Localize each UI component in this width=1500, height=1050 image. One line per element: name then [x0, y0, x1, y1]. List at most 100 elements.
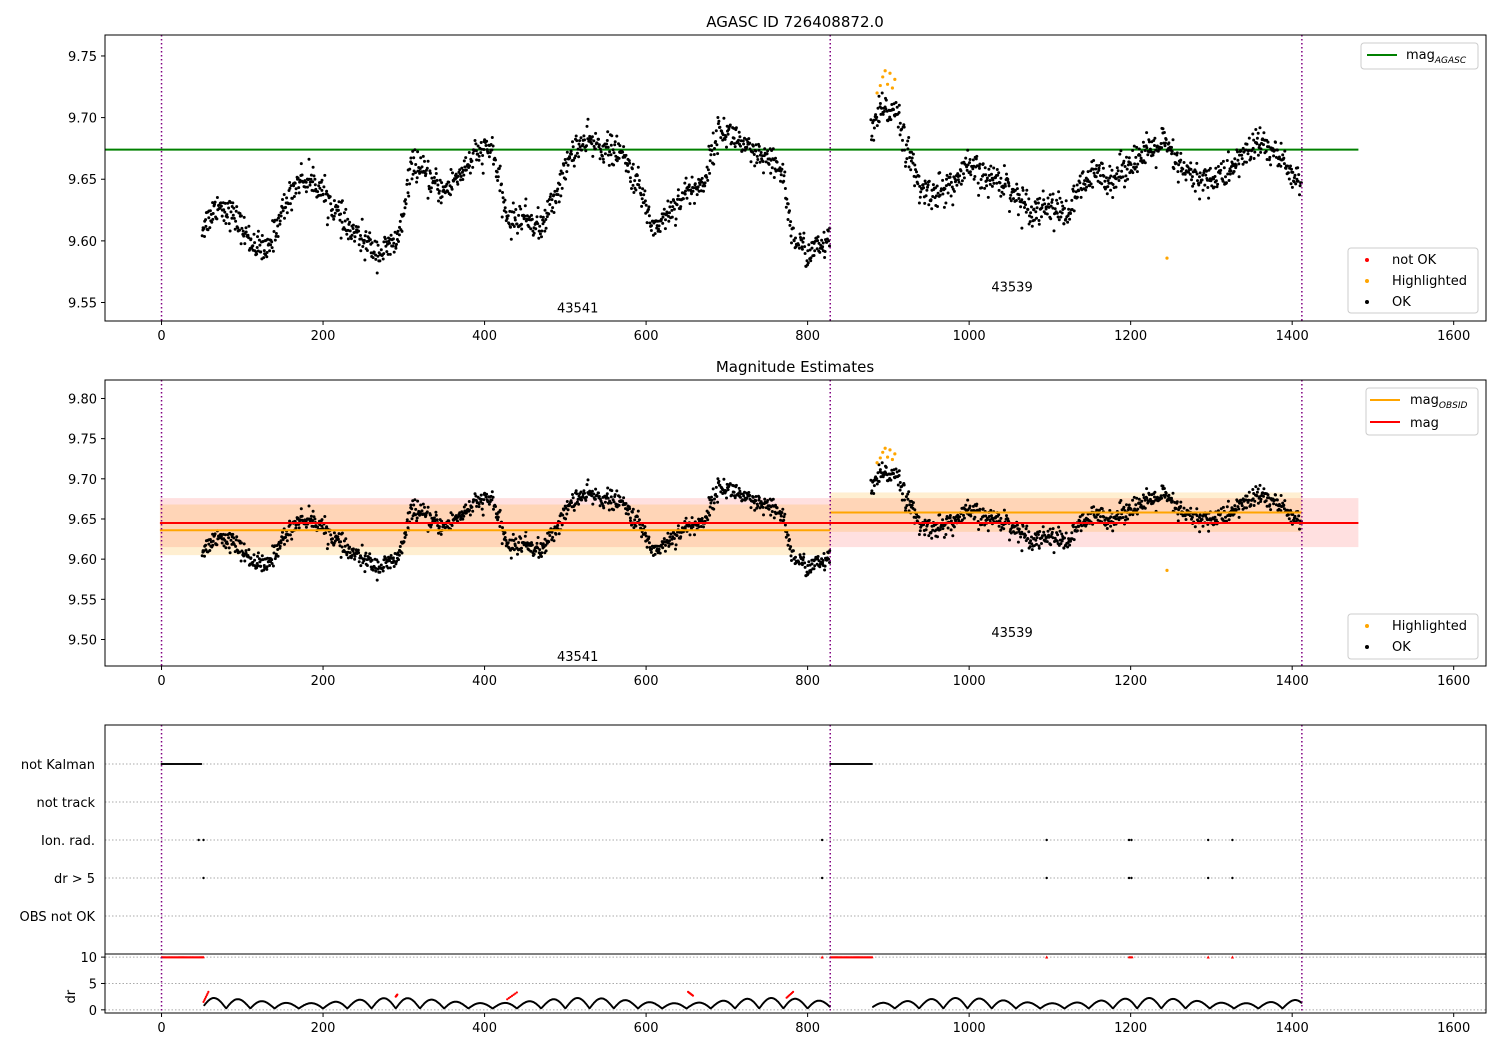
ok-point	[385, 250, 389, 254]
ok-point	[437, 191, 441, 195]
y-tick-label: 9.60	[68, 235, 97, 250]
ok-point	[896, 125, 900, 129]
ok-point	[962, 176, 966, 180]
ok-point	[633, 179, 637, 183]
ok-point	[985, 184, 989, 188]
ok-point	[1292, 176, 1296, 180]
ok-point	[1226, 514, 1230, 518]
ok-point	[389, 233, 393, 237]
ok-point	[566, 508, 570, 512]
ok-point	[1188, 172, 1192, 176]
ok-point	[281, 198, 284, 201]
ok-point	[889, 478, 893, 482]
ok-point	[357, 551, 361, 555]
ok-point	[520, 549, 524, 553]
ok-point	[902, 123, 906, 127]
ok-point	[686, 524, 690, 528]
ok-point	[921, 183, 925, 187]
ok-point	[821, 561, 825, 565]
ok-point	[1023, 200, 1027, 204]
ok-point	[612, 508, 616, 512]
ok-point	[458, 168, 462, 172]
ok-point	[888, 115, 892, 119]
ok-point	[537, 229, 541, 233]
ok-point	[485, 492, 489, 496]
ok-point	[1176, 519, 1180, 523]
ok-point	[823, 256, 827, 259]
ok-point	[779, 514, 783, 518]
ok-point	[425, 510, 429, 514]
ok-point	[571, 496, 575, 500]
ok-point	[561, 513, 565, 517]
ok-point	[647, 205, 651, 209]
ok-point	[653, 232, 657, 236]
ok-point	[271, 564, 275, 568]
ok-point	[637, 179, 641, 182]
ok-point	[764, 160, 768, 164]
ok-point	[1255, 490, 1259, 494]
ok-point	[1058, 529, 1062, 533]
ok-point	[1216, 165, 1220, 168]
ok-point	[1116, 169, 1120, 173]
ok-point	[668, 535, 672, 539]
ok-point	[790, 559, 793, 562]
ok-point	[1105, 176, 1108, 180]
ok-point	[414, 507, 418, 511]
ok-point	[670, 208, 674, 212]
ok-point	[580, 498, 584, 502]
ok-point	[797, 243, 801, 247]
ok-point	[1049, 204, 1053, 208]
ok-point	[1117, 179, 1121, 182]
ok-point	[709, 153, 713, 157]
ok-point	[629, 180, 632, 184]
ok-point	[1131, 149, 1135, 152]
ok-point	[414, 163, 418, 166]
ok-point	[536, 546, 540, 550]
ok-point	[458, 172, 462, 176]
ok-point	[802, 555, 806, 559]
ok-point	[461, 517, 465, 521]
ok-point	[780, 167, 784, 171]
ok-point	[252, 232, 256, 236]
highlighted-point	[888, 71, 892, 75]
ok-point	[1239, 149, 1243, 153]
ok-point	[936, 191, 940, 195]
ok-point	[1132, 495, 1136, 499]
ok-point	[481, 502, 485, 505]
ok-point	[1055, 198, 1059, 202]
ok-point	[1091, 167, 1095, 171]
ok-point	[336, 535, 340, 539]
ok-point	[1189, 506, 1193, 510]
ok-point	[754, 499, 758, 503]
flag-event	[1127, 838, 1131, 842]
ok-point	[917, 201, 921, 205]
ok-point	[730, 493, 734, 497]
ok-point	[414, 171, 417, 175]
ok-point	[320, 178, 324, 182]
ok-point	[812, 254, 816, 257]
ok-point	[411, 149, 415, 153]
ok-point	[906, 139, 910, 143]
ok-point	[910, 156, 914, 160]
ok-point	[1041, 525, 1045, 529]
ok-point	[415, 516, 419, 520]
ok-point	[615, 134, 619, 138]
ok-point	[1115, 172, 1119, 176]
ok-point	[406, 191, 410, 195]
ok-point	[1077, 525, 1081, 528]
ok-point	[1237, 515, 1241, 519]
ok-point	[1086, 170, 1090, 174]
ok-point	[1245, 160, 1248, 164]
ok-point	[757, 498, 761, 502]
ok-point	[320, 188, 324, 192]
ok-point	[1057, 525, 1061, 529]
ok-point	[527, 225, 531, 229]
ok-point	[1153, 144, 1156, 147]
ok-point	[244, 230, 248, 234]
ok-point	[726, 132, 730, 136]
ok-point	[569, 149, 573, 153]
ok-point	[1164, 493, 1167, 497]
ok-point	[605, 492, 609, 496]
ok-point	[708, 159, 712, 163]
ok-point	[297, 186, 301, 190]
